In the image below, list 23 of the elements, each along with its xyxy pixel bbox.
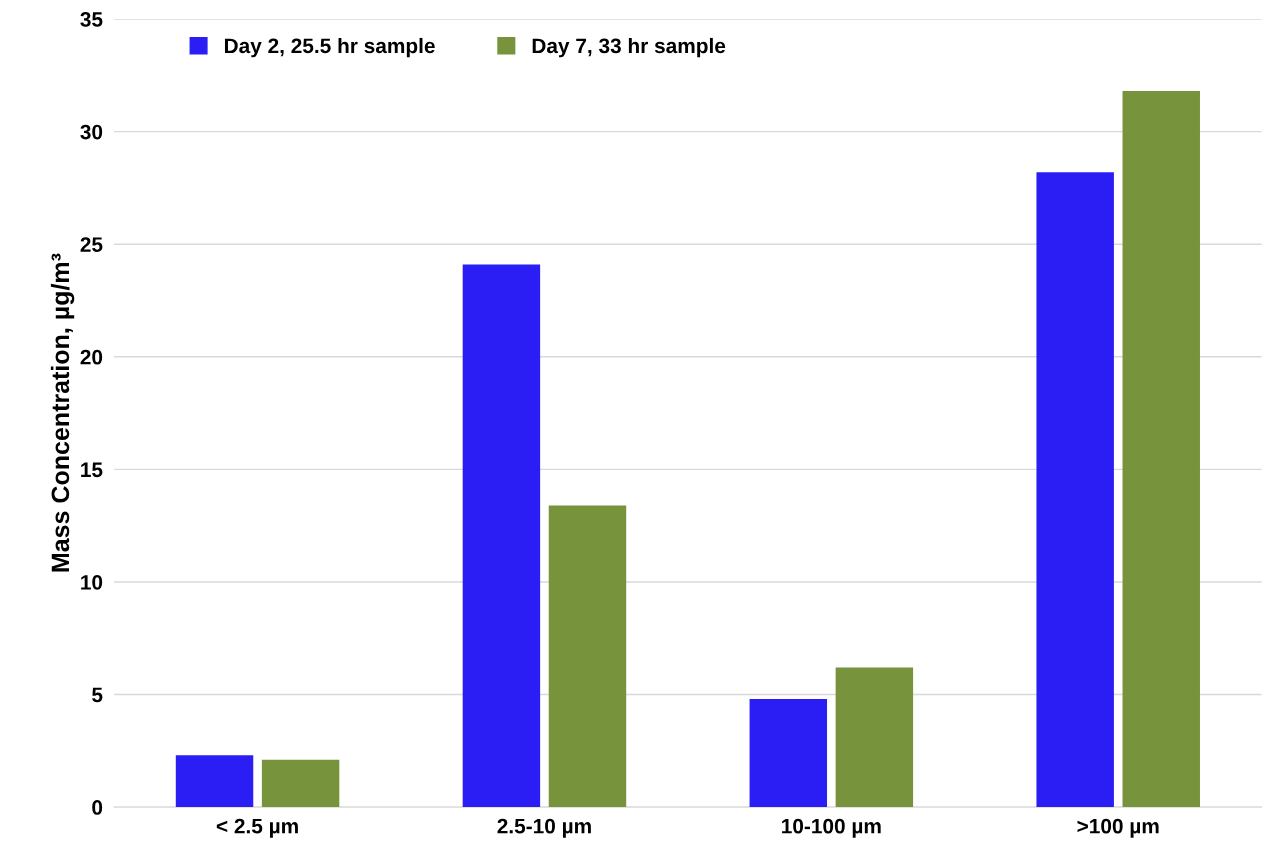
- bar: [261, 759, 340, 808]
- y-tick-label: 15: [81, 462, 103, 478]
- x-tick-label: 10-100 µm: [782, 818, 881, 838]
- bar: [175, 755, 254, 808]
- x-tick-label: 2.5-10 µm: [497, 818, 591, 838]
- x-tick-label: >100 µm: [1077, 818, 1159, 838]
- bar: [1036, 172, 1114, 808]
- bar: [835, 667, 914, 808]
- y-tick-label: 0: [92, 800, 103, 815]
- y-tick-label: 35: [80, 12, 103, 27]
- bar: [462, 264, 541, 808]
- bar: [548, 505, 627, 808]
- y-tick-label: 10: [81, 574, 103, 590]
- legend-label: Day 2, 25.5 hr sample: [224, 37, 435, 58]
- y-tick-label: 20: [80, 349, 103, 365]
- y-tick-label: 5: [92, 687, 103, 703]
- legend-label: Day 7, 33 hr sample: [532, 37, 726, 58]
- bar: [1122, 91, 1200, 808]
- y-tick-label: 30: [80, 124, 103, 140]
- y-axis-title: Mass Concentration, µg/m³: [50, 253, 75, 572]
- y-tick-label: 25: [80, 237, 103, 252]
- bar: [749, 699, 828, 808]
- x-tick-label: < 2.5 µm: [216, 818, 298, 838]
